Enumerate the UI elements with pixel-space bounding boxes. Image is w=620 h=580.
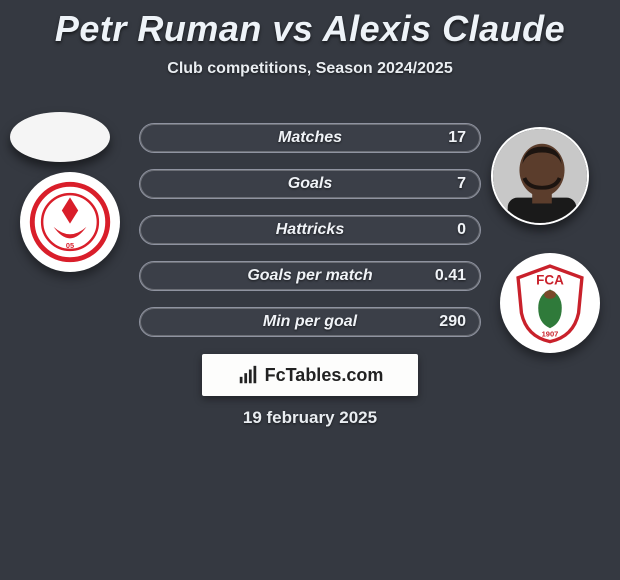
stat-right-value: 17 <box>448 129 466 147</box>
stat-row: Matches 17 <box>139 123 481 153</box>
player-right-photo <box>491 127 589 225</box>
stat-row: Goals 7 <box>139 169 481 199</box>
player-left-photo <box>10 112 110 162</box>
stat-right-value: 0.41 <box>435 267 466 285</box>
subtitle: Club competitions, Season 2024/2025 <box>0 60 620 78</box>
stat-right-value: 0 <box>457 221 466 239</box>
page-title: Petr Ruman vs Alexis Claude <box>0 0 620 50</box>
stats-table: Matches 17 Goals 7 Hattricks 0 Goals per… <box>139 123 481 353</box>
svg-text:FCA: FCA <box>536 273 564 288</box>
stat-row: Hattricks 0 <box>139 215 481 245</box>
augsburg-crest-icon: FCA 1907 <box>508 261 592 345</box>
club-badge-right: FCA 1907 <box>500 253 600 353</box>
club-badge-left: 05 <box>20 172 120 272</box>
stat-label: Goals <box>288 175 332 193</box>
stat-label: Goals per match <box>247 267 372 285</box>
stat-right-value: 290 <box>439 313 466 331</box>
stat-label: Hattricks <box>276 221 344 239</box>
stat-right-value: 7 <box>457 175 466 193</box>
player-right-portrait-icon <box>493 129 589 225</box>
date-label: 19 february 2025 <box>0 408 620 428</box>
stat-label: Min per goal <box>263 313 357 331</box>
stat-row: Goals per match 0.41 <box>139 261 481 291</box>
stat-row: Min per goal 290 <box>139 307 481 337</box>
svg-text:1907: 1907 <box>542 330 559 339</box>
brand-text: FcTables.com <box>265 365 384 386</box>
bar-chart-icon <box>237 364 259 386</box>
brand-badge: FcTables.com <box>202 354 418 396</box>
mainz-crest-icon: 05 <box>29 181 111 263</box>
svg-text:05: 05 <box>66 241 74 250</box>
stat-label: Matches <box>278 129 342 147</box>
